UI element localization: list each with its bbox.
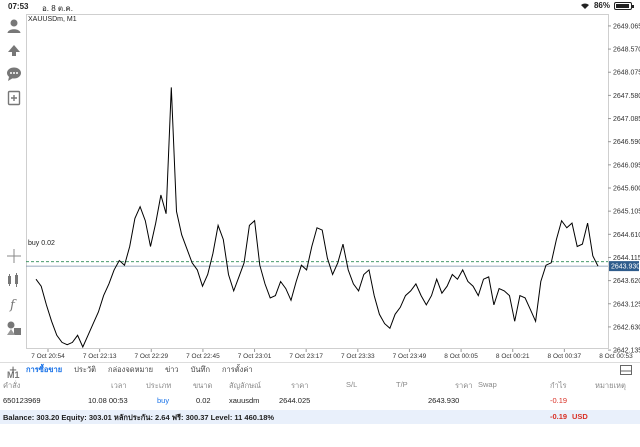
buy-position-label[interactable]: buy 0.02 <box>28 240 55 247</box>
col-profit: กำไร <box>550 381 567 390</box>
y-tick-label: 2649.065 <box>613 23 640 30</box>
account-icon[interactable] <box>6 18 22 34</box>
x-tick-label: 7 Oct 23:33 <box>341 353 375 360</box>
x-tick-label: 7 Oct 22:45 <box>186 353 220 360</box>
indicators-icon[interactable] <box>6 272 22 288</box>
trade-table-header: คำสั่ง เวลา ประเภท ขนาด สัญลักษณ์ ราคา S… <box>0 378 640 391</box>
terminal-tabs: + การซื้อขาย ประวัติ กล่องจดหมาย ข่าว บั… <box>0 362 640 377</box>
x-tick-label: 8 Oct 00:37 <box>548 353 582 360</box>
x-tick-label: 8 Oct 00:53 <box>599 353 633 360</box>
currency-label: USD <box>572 412 588 421</box>
order-profit: -0.19 <box>550 396 568 405</box>
order-open-price: 2644.025 <box>279 396 311 405</box>
col-sl: S/L <box>346 380 358 389</box>
y-tick-label: 2647.085 <box>613 116 640 123</box>
x-tick-label: 8 Oct 00:21 <box>496 353 530 360</box>
tab-news[interactable]: ข่าว <box>165 364 179 374</box>
col-current-price: ราคา <box>455 381 473 390</box>
y-tick-label: 2644.610 <box>613 232 640 239</box>
x-tick-label: 7 Oct 20:54 <box>31 353 65 360</box>
x-tick-label: 7 Oct 23:01 <box>238 353 272 360</box>
order-symbol: xauusdm <box>229 396 260 405</box>
y-tick-label: 2645.600 <box>613 186 640 193</box>
tab-mailbox[interactable]: กล่องจดหมาย <box>108 364 154 374</box>
col-size: ขนาด <box>193 381 213 390</box>
left-toolbar: f M1 <box>0 14 26 384</box>
x-tick-label: 7 Oct 22:13 <box>83 353 117 360</box>
tab-journal[interactable]: บันทึก <box>190 364 211 374</box>
wifi-icon <box>580 2 589 9</box>
trade-icon[interactable] <box>6 42 22 58</box>
x-tick-label: 7 Oct 22:29 <box>134 353 168 360</box>
chat-icon[interactable] <box>6 66 22 82</box>
y-tick-label: 2646.590 <box>613 139 640 146</box>
y-tick-label: 2648.075 <box>613 70 640 77</box>
add-icon[interactable]: + <box>9 362 17 377</box>
order-type: buy <box>157 396 170 405</box>
order-time: 10.08 00:53 <box>88 396 128 405</box>
status-date: อ. 8 ต.ค. <box>42 4 73 13</box>
y-tick-label: 2642.630 <box>613 324 640 331</box>
order-size: 0.02 <box>196 396 211 405</box>
col-time: เวลา <box>111 381 127 390</box>
price-series-line <box>35 87 599 349</box>
col-open-price: ราคา <box>291 381 309 390</box>
price-chart[interactable]: 2649.065 2648.570 2648.075 2647.580 2647.085… <box>26 14 640 362</box>
status-right: 86% <box>580 1 634 10</box>
tab-history[interactable]: ประวัติ <box>74 364 97 374</box>
battery-icon <box>614 1 634 10</box>
col-order: คำสั่ง <box>3 381 21 390</box>
status-bar: 07:53 อ. 8 ต.ค. 86% <box>0 0 640 14</box>
svg-text:f: f <box>9 298 17 312</box>
x-tick-label: 7 Oct 23:49 <box>393 353 427 360</box>
col-symbol: สัญลักษณ์ <box>229 381 262 390</box>
plot-frame <box>26 14 609 349</box>
crosshair-icon[interactable] <box>6 248 22 264</box>
y-tick-label: 2642.135 <box>613 348 640 355</box>
order-current-price: 2643.930 <box>428 396 460 405</box>
y-tick-label: 2645.105 <box>613 209 640 216</box>
y-tick-label: 2643.125 <box>613 301 640 308</box>
status-time: 07:53 <box>8 2 29 11</box>
y-tick-label: 2646.095 <box>613 162 640 169</box>
function-icon[interactable]: f <box>6 296 22 312</box>
x-tick-label: 8 Oct 00:05 <box>444 353 478 360</box>
y-tick-label: 2643.620 <box>613 278 640 285</box>
new-order-icon[interactable] <box>6 90 22 106</box>
timeframe-button[interactable]: M1 <box>7 370 20 380</box>
battery-percent: 86% <box>593 1 610 10</box>
tab-settings[interactable]: การตั้งค่า <box>222 364 253 374</box>
tab-trade[interactable]: การซื้อขาย <box>26 364 63 374</box>
total-profit: -0.19 <box>550 412 568 421</box>
y-tick-label: 2644.115 <box>613 255 640 262</box>
table-row[interactable]: 650123969 10.08 00:53 buy 0.02 xauusdm 2… <box>0 394 640 407</box>
chart-canvas[interactable]: 2649.065 2648.570 2648.075 2647.580 2647.085… <box>26 14 640 362</box>
current-price-label: 2643.930 <box>611 264 640 271</box>
current-price-tag <box>609 261 639 272</box>
balance-summary: Balance: 303.20 Equity: 303.01 หลักประกั… <box>0 410 640 424</box>
bottom-safe-area <box>0 424 640 447</box>
balance-text: Balance: 303.20 Equity: 303.01 หลักประกั… <box>3 413 275 422</box>
chart-symbol-label: XAUUSDm, M1 <box>28 16 77 23</box>
x-tick-label: 7 Oct 23:17 <box>289 353 323 360</box>
col-tp: T/P <box>396 380 408 389</box>
y-tick-label: 2648.570 <box>613 47 640 54</box>
col-comment: หมายเหตุ <box>595 381 626 390</box>
col-swap: Swap <box>478 380 497 389</box>
y-tick-label: 2647.580 <box>613 93 640 100</box>
objects-icon[interactable] <box>6 320 22 336</box>
col-type: ประเภท <box>146 381 172 390</box>
order-id: 650123969 <box>3 396 41 405</box>
panel-toggle-icon[interactable] <box>620 365 632 375</box>
